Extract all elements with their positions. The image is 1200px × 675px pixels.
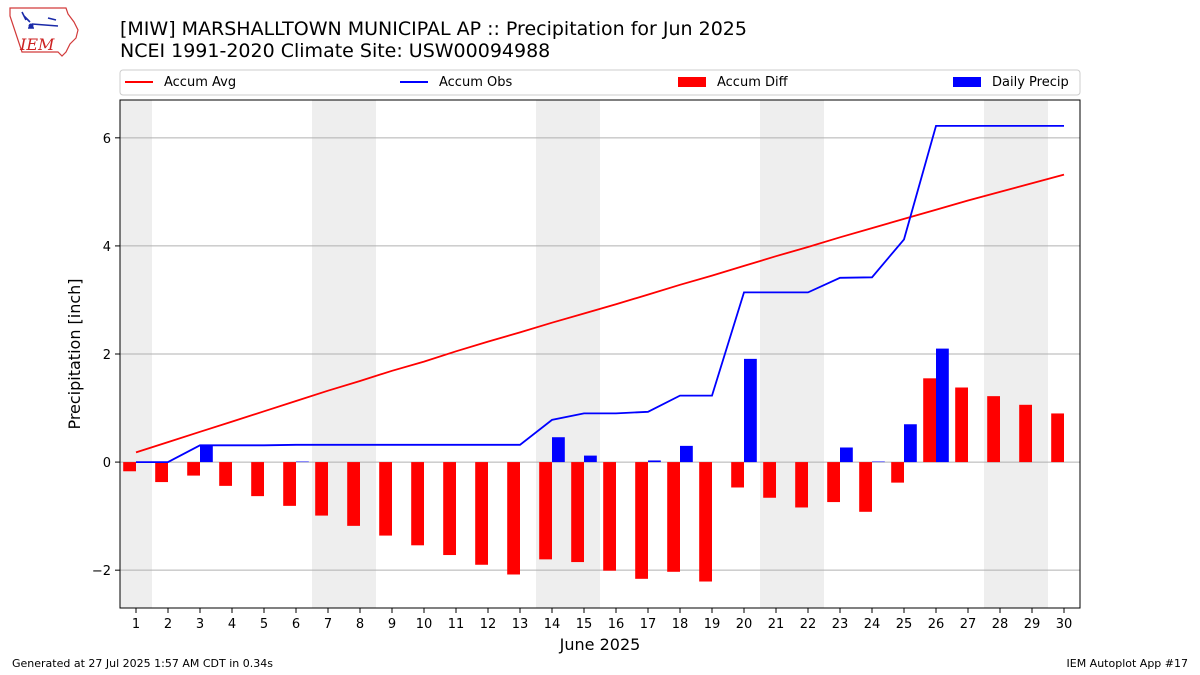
accum-diff-bar-day-21 <box>763 462 776 498</box>
x-tick-label-23: 23 <box>832 617 849 632</box>
accum-diff-bar-day-29 <box>1019 404 1032 463</box>
x-tick-label-27: 27 <box>960 617 977 632</box>
accum-diff-bar-day-20 <box>731 462 744 488</box>
x-tick-label-24: 24 <box>864 617 881 632</box>
x-tick-label-6: 6 <box>292 617 300 632</box>
x-tick-label-8: 8 <box>356 617 364 632</box>
accum-diff-bar-day-27 <box>955 387 968 463</box>
x-tick-label-20: 20 <box>736 617 753 632</box>
accum-diff-bar-day-3 <box>187 462 200 476</box>
accum-diff-bar-day-26 <box>923 378 936 463</box>
accum-diff-bar-day-23 <box>827 462 840 503</box>
legend-label-accum-obs: Accum Obs <box>439 75 512 90</box>
x-tick-label-14: 14 <box>544 617 561 632</box>
x-tick-label-18: 18 <box>672 617 689 632</box>
accum-diff-bar-day-8 <box>347 462 360 526</box>
y-tick-label-6: 6 <box>103 132 111 147</box>
x-tick-label-11: 11 <box>448 617 465 632</box>
x-tick-label-13: 13 <box>512 617 529 632</box>
daily-precip-bar-day-25 <box>904 424 917 463</box>
daily-precip-bar-day-3 <box>200 445 213 463</box>
accum-diff-bar-day-9 <box>379 462 392 536</box>
accum-diff-bar-day-13 <box>507 462 520 575</box>
accum-diff-bar-day-16 <box>603 462 616 571</box>
footer-generated-text: Generated at 27 Jul 2025 1:57 AM CDT in … <box>12 657 273 670</box>
daily-precip-bar-day-26 <box>936 348 949 463</box>
x-tick-label-1: 1 <box>132 617 140 632</box>
daily-precip-bar-day-17 <box>648 460 661 463</box>
accum-diff-bar-day-25 <box>891 462 904 483</box>
x-tick-label-21: 21 <box>768 617 785 632</box>
daily-precip-bar-day-15 <box>584 455 597 463</box>
legend-swatch-accum-diff <box>678 77 706 87</box>
x-tick-label-19: 19 <box>704 617 721 632</box>
daily-precip-bar-day-14 <box>552 437 565 463</box>
accum-diff-bar-day-24 <box>859 462 872 512</box>
chart-title: [MIW] MARSHALLTOWN MUNICIPAL AP :: Preci… <box>120 18 747 40</box>
legend: Accum Avg Accum Obs Accum Diff Daily Precip <box>119 69 1081 96</box>
x-tick-label-17: 17 <box>640 617 657 632</box>
x-tick-label-9: 9 <box>388 617 396 632</box>
legend-label-accum-diff: Accum Diff <box>717 75 789 90</box>
accum-diff-bar-day-11 <box>443 462 456 556</box>
daily-precip-bar-day-23 <box>840 447 853 463</box>
x-tick-label-5: 5 <box>260 617 268 632</box>
daily-precip-bar-day-18 <box>680 445 693 463</box>
daily-precip-bar-day-6 <box>296 461 309 463</box>
accum-diff-bar-day-14 <box>539 462 552 560</box>
x-tick-label-10: 10 <box>416 617 433 632</box>
x-tick-label-25: 25 <box>896 617 913 632</box>
legend-box <box>119 69 1081 96</box>
x-tick-label-4: 4 <box>228 617 236 632</box>
accum-obs-line <box>136 125 1064 464</box>
x-tick-label-28: 28 <box>992 617 1009 632</box>
accum-diff-bar-day-4 <box>219 462 232 486</box>
daily-precip-bar-day-24 <box>872 461 885 463</box>
chart-subtitle: NCEI 1991-2020 Climate Site: USW00094988 <box>120 40 550 62</box>
x-tick-label-3: 3 <box>196 617 204 632</box>
accum-diff-bar-day-12 <box>475 462 488 565</box>
x-tick-label-7: 7 <box>324 617 332 632</box>
accum-diff-bar-day-10 <box>411 462 424 546</box>
footer-app-text: IEM Autoplot App #17 <box>1066 657 1189 670</box>
legend-label-accum-avg: Accum Avg <box>164 75 236 90</box>
accum-diff-bar-day-19 <box>699 462 712 582</box>
accum-diff-bar-day-5 <box>251 462 264 497</box>
x-tick-label-29: 29 <box>1024 617 1041 632</box>
y-axis-label: Precipitation [inch] <box>65 278 84 429</box>
logo-text: IEM <box>19 35 55 54</box>
x-axis-label: June 2025 <box>559 635 641 654</box>
y-tick-label-0: 0 <box>103 456 111 471</box>
x-tick-label-22: 22 <box>800 617 817 632</box>
daily-precip-bar-day-20 <box>744 358 757 463</box>
weather-station-icon <box>21 11 59 29</box>
accum-diff-bar-day-18 <box>667 462 680 572</box>
x-tick-label-30: 30 <box>1056 617 1073 632</box>
legend-swatch-daily-precip <box>953 77 981 87</box>
accum-diff-bar-day-7 <box>315 462 328 516</box>
y-tick-label-4: 4 <box>103 240 111 255</box>
x-tick-label-12: 12 <box>480 617 497 632</box>
x-tick-label-26: 26 <box>928 617 945 632</box>
iem-logo: IEM <box>9 7 79 57</box>
accum-diff-bar-day-28 <box>987 396 1000 463</box>
accum-diff-bar-day-22 <box>795 462 808 508</box>
y-tick-label-2: 2 <box>103 348 111 363</box>
accum-diff-bar-day-6 <box>283 462 296 506</box>
x-tick-label-15: 15 <box>576 617 593 632</box>
legend-label-daily-precip: Daily Precip <box>992 75 1069 90</box>
accum-diff-bar-day-15 <box>571 462 584 563</box>
accum-diff-bar-day-1 <box>123 462 136 472</box>
accum-diff-bar-day-2 <box>155 462 168 483</box>
accum-diff-bar-day-30 <box>1051 413 1064 463</box>
accum-diff-bar-day-17 <box>635 462 648 579</box>
x-tick-label-16: 16 <box>608 617 625 632</box>
y-tick-label--2: −2 <box>92 564 111 579</box>
x-tick-label-2: 2 <box>164 617 172 632</box>
